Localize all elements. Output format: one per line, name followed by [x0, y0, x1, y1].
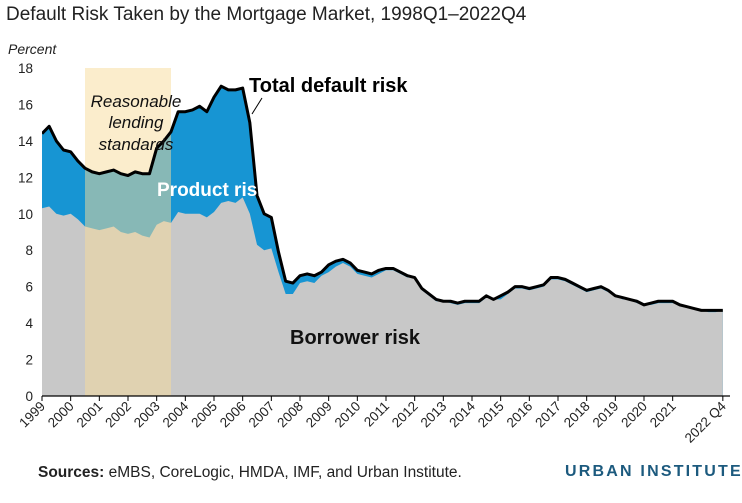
- y-tick-label: 6: [25, 280, 33, 295]
- y-axis-ticks: 0 2 4 6 8 10 12 14 16 18: [18, 61, 34, 404]
- sources-text: eMBS, CoreLogic, HMDA, IMF, and Urban In…: [104, 464, 462, 481]
- x-tick-label: 2022 Q4: [682, 398, 730, 446]
- urban-institute-logo: URBAN INSTITUTE: [565, 463, 742, 480]
- product-risk-label: Product risk: [157, 180, 268, 201]
- y-axis-title-group: Percent: [8, 41, 57, 57]
- x-axis-ticks: 1999200020012002200320042005200620072008…: [16, 396, 729, 446]
- x-tick-label: 1999: [16, 399, 48, 431]
- chart-title: Default Risk Taken by the Mortgage Marke…: [6, 4, 527, 25]
- x-tick-label: 2002: [102, 399, 134, 431]
- shaded-label-line-3: standards: [99, 135, 174, 154]
- y-axis-title: Percent: [8, 41, 57, 57]
- x-tick-label: 2013: [418, 399, 450, 431]
- plot-area: [42, 68, 723, 396]
- shaded-label-line-2: lending: [109, 113, 164, 132]
- sources-note: Sources: eMBS, CoreLogic, HMDA, IMF, and…: [38, 464, 462, 482]
- x-tick-label: 2000: [45, 399, 77, 431]
- y-tick-label: 18: [18, 61, 33, 76]
- x-tick-label: 2017: [532, 399, 564, 431]
- x-tick-label: 2019: [590, 399, 622, 431]
- x-tick-label: 2005: [188, 399, 220, 431]
- x-tick-label: 2003: [131, 399, 163, 431]
- chart-annotations: Reasonable lending standards Total default …: [91, 75, 421, 349]
- y-tick-label: 8: [25, 243, 33, 258]
- x-tick-label: 2011: [361, 399, 392, 430]
- x-tick-label: 2008: [274, 399, 306, 431]
- total-default-risk-label: Total default risk: [249, 75, 408, 97]
- x-tick-label: 2014: [446, 398, 478, 430]
- borrower-risk-area: [42, 197, 723, 396]
- x-tick-label: 2018: [561, 399, 593, 431]
- x-tick-label: 2007: [246, 399, 278, 431]
- borrower-risk-label: Borrower risk: [290, 327, 421, 349]
- y-tick-label: 16: [18, 97, 33, 112]
- x-tick-label: 2012: [389, 399, 421, 431]
- y-tick-label: 14: [18, 134, 34, 149]
- y-tick-label: 2: [25, 353, 33, 368]
- x-tick-label: 2020: [618, 399, 650, 431]
- x-tick-label: 2016: [504, 399, 536, 431]
- total-default-risk-pointer: [251, 97, 263, 115]
- y-tick-label: 12: [18, 170, 33, 185]
- x-tick-label: 2006: [217, 399, 249, 431]
- x-tick-label: 2001: [74, 399, 106, 431]
- total-default-risk-line: [42, 84, 723, 312]
- shaded-label-line-1: Reasonable: [91, 92, 182, 111]
- sources-label: Sources:: [38, 464, 105, 481]
- reasonable-lending-shade: [85, 68, 171, 396]
- x-tick-label: 2004: [160, 398, 192, 430]
- x-tick-label: 2015: [475, 399, 507, 431]
- y-tick-label: 0: [25, 389, 33, 404]
- x-tick-label: 2010: [332, 399, 364, 431]
- x-tick-label: 2021: [647, 399, 679, 431]
- y-tick-label: 10: [18, 207, 33, 222]
- y-tick-label: 4: [25, 316, 33, 331]
- x-tick-label: 2009: [303, 399, 335, 431]
